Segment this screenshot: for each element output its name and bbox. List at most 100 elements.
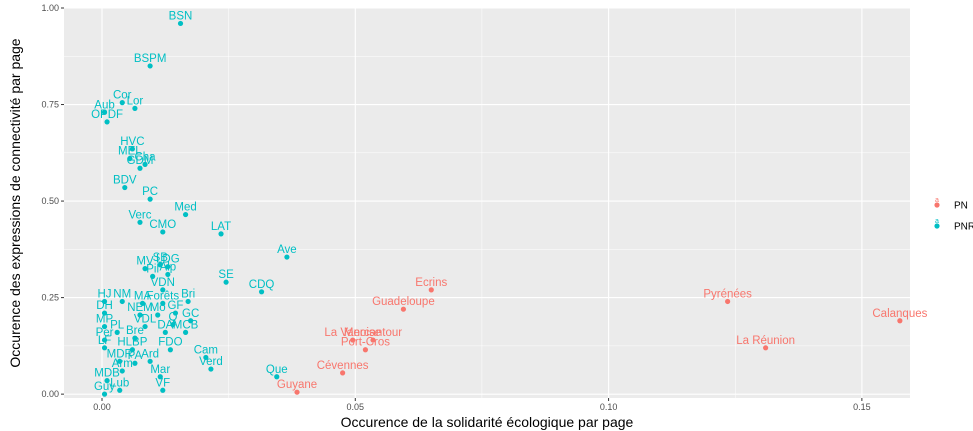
point-label: HLBP [117,337,147,349]
y-tick-label: 1.00 [41,3,59,13]
data-point [160,229,166,235]
data-point [119,100,125,106]
point-label: MDR [107,348,133,360]
data-point [167,347,173,353]
point-label: Pil [146,263,159,275]
data-point [101,109,108,115]
data-point [117,358,123,364]
data-point [185,298,191,305]
point-label: Port-Cros [341,337,390,349]
data-point [129,146,135,152]
legend-label: PNR [954,222,973,233]
y-tick-label: 0.25 [41,293,59,303]
data-point [208,366,214,372]
data-point [147,358,153,364]
point-label: Verd [199,356,223,368]
point-label: Que [266,364,288,376]
data-point [340,370,346,376]
point-label: Cor [113,90,132,102]
data-point [172,310,179,316]
data-point [101,323,108,330]
point-label: Ecrins [415,277,447,289]
x-tick-label: 0.00 [93,402,111,412]
data-point [188,318,194,324]
point-label: Bre [126,325,144,337]
data-point [127,155,133,162]
point-label: PA [128,350,143,362]
data-point [170,322,176,328]
point-label: LAT [211,221,231,233]
point-label: Ave [277,244,297,256]
data-point [137,312,143,318]
legend-label: PN [954,201,968,212]
point-label: LDG [156,254,180,266]
data-point [362,347,369,353]
data-point [370,337,376,343]
point-label: Lor [127,95,144,107]
point-label: VDN [151,277,175,289]
legend: a PN a PNR [934,197,973,233]
data-point [157,374,163,380]
point-label: SE [218,269,234,281]
point-label: GC [182,308,199,320]
data-point [142,266,148,272]
data-point [142,161,148,167]
point-label: Forêts [146,290,179,302]
y-tick-label: 0.50 [41,196,59,206]
point-label: Ard [141,348,159,360]
data-point [157,262,163,268]
point-label: La Réunion [736,335,795,347]
data-point [218,231,224,237]
point-label: PC [142,186,158,198]
point-label: MEL [118,146,142,158]
data-point [177,20,184,27]
data-point [101,391,108,397]
data-point [165,264,171,270]
data-point [350,337,356,343]
point-label: NEM [127,302,153,314]
data-point [132,105,138,111]
point-label: Per [96,327,114,339]
point-label: Guyane [277,379,317,391]
data-point [104,378,110,384]
data-point [763,345,769,351]
point-label: Cha [134,151,156,163]
point-label: MCB [173,319,199,331]
x-tick-label: 0.05 [347,402,365,412]
point-label: GF [167,300,183,312]
grid [64,7,910,398]
data-point [101,310,108,316]
data-point [122,184,128,191]
data-point [132,360,138,366]
point-label: Pyrénées [703,288,752,300]
point-label: HJ [97,288,111,300]
data-point [400,306,407,312]
data-point [155,312,161,318]
point-label: VF [155,377,170,389]
data-point [258,289,265,295]
axis-ticks: 0.00 0.05 0.10 0.15 0.00 0.25 0.50 0.75 1.00 [41,3,870,412]
x-tick-label: 0.15 [853,402,871,412]
legend-key-text: a [935,197,939,204]
data-points [101,20,903,397]
data-point [104,119,110,125]
data-point [117,387,123,393]
data-point [114,329,120,335]
point-label: VDL [134,314,157,326]
point-label: CMO [149,219,176,231]
point-label: Mo [150,302,166,314]
data-point [182,211,189,218]
point-label: LF [98,335,111,347]
data-point [203,354,209,361]
data-point [101,345,108,351]
y-tick-label: 0.00 [41,389,59,399]
point-label: Verc [128,209,151,221]
data-point [139,300,146,306]
data-point [165,271,171,278]
point-label: DA [157,319,173,331]
point-label: Lub [110,377,129,389]
point-label: SB [153,252,169,264]
panel-background [64,8,910,398]
x-tick-label: 0.10 [600,402,618,412]
point-label: Guadeloupe [372,296,435,308]
